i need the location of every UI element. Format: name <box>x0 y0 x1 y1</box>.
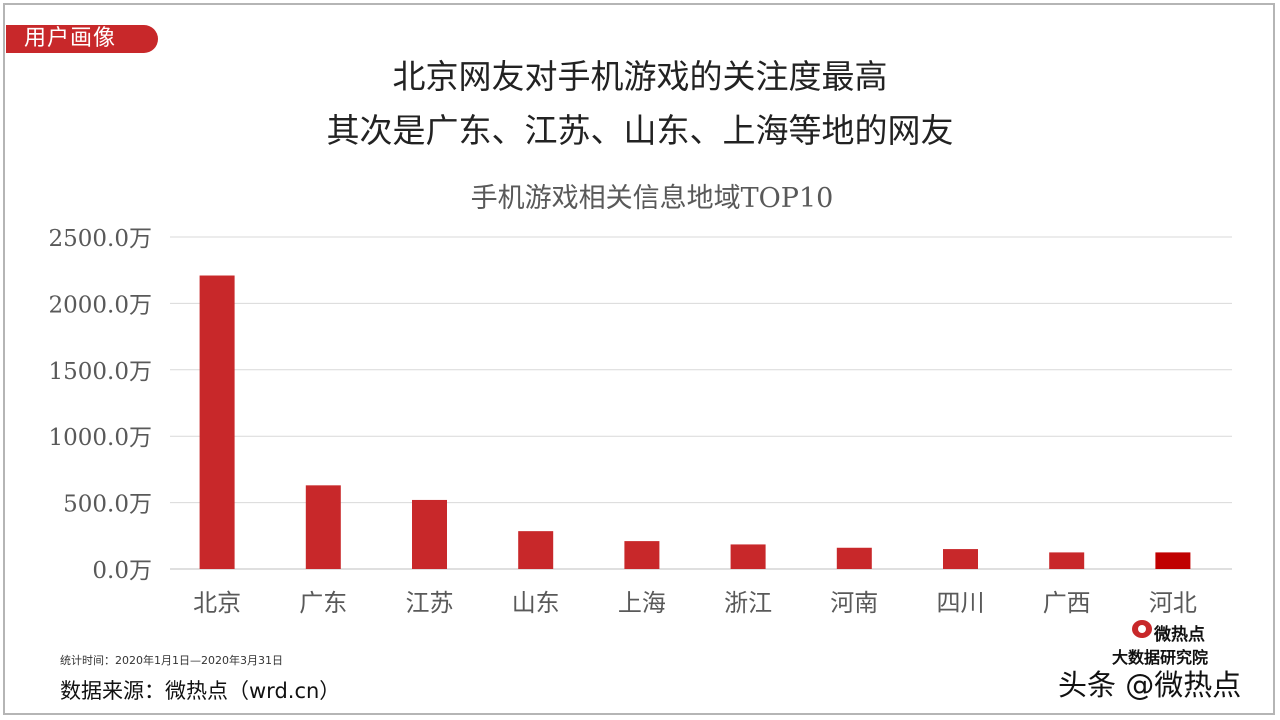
y-tick-label: 2500.0万 <box>49 226 152 252</box>
logo-subtitle: 大数据研究院 <box>1112 648 1209 667</box>
y-tick-label: 2000.0万 <box>49 292 152 318</box>
bar <box>943 549 978 569</box>
bar <box>836 547 872 569</box>
bar <box>199 275 235 569</box>
y-tick-label: 1000.0万 <box>49 425 152 451</box>
statistics-period: 统计时间：2020年1月1日—2020年3月31日 <box>60 654 283 667</box>
x-tick-label: 河北 <box>1149 589 1197 617</box>
bar <box>518 531 554 569</box>
x-tick-label: 北京 <box>193 589 241 617</box>
logo-name: 微热点 <box>1154 625 1205 645</box>
bar <box>624 541 660 569</box>
bar <box>305 485 341 569</box>
bar <box>730 544 766 569</box>
chart-title: 手机游戏相关信息地域TOP10 <box>471 183 834 214</box>
bar <box>412 499 447 569</box>
bar <box>1155 552 1191 569</box>
x-tick-label: 山东 <box>512 589 560 617</box>
logo-mark-icon <box>1132 620 1152 638</box>
section-tag: 用户画像 <box>6 25 158 53</box>
y-tick-label: 0.0万 <box>92 558 152 584</box>
x-tick-label: 浙江 <box>724 589 772 617</box>
x-tick-label: 四川 <box>937 589 985 617</box>
bar <box>1049 552 1085 569</box>
x-tick-label: 广西 <box>1043 589 1091 617</box>
x-tick-label: 河南 <box>830 589 878 617</box>
y-tick-label: 500.0万 <box>63 492 152 518</box>
headline-line-2: 其次是广东、江苏、山东、上海等地的网友 <box>326 111 954 150</box>
x-tick-label: 上海 <box>618 589 666 617</box>
y-tick-label: 1500.0万 <box>49 359 152 385</box>
wrd-logo: 微热点 大数据研究院 <box>1110 618 1240 667</box>
x-tick-label: 江苏 <box>406 589 454 617</box>
x-tick-label: 广东 <box>299 589 347 617</box>
data-source: 数据来源：微热点（wrd.cn） <box>60 679 341 703</box>
headline-line-1: 北京网友对手机游戏的关注度最高 <box>392 57 888 96</box>
watermark: 头条 @微热点 <box>1058 668 1242 702</box>
